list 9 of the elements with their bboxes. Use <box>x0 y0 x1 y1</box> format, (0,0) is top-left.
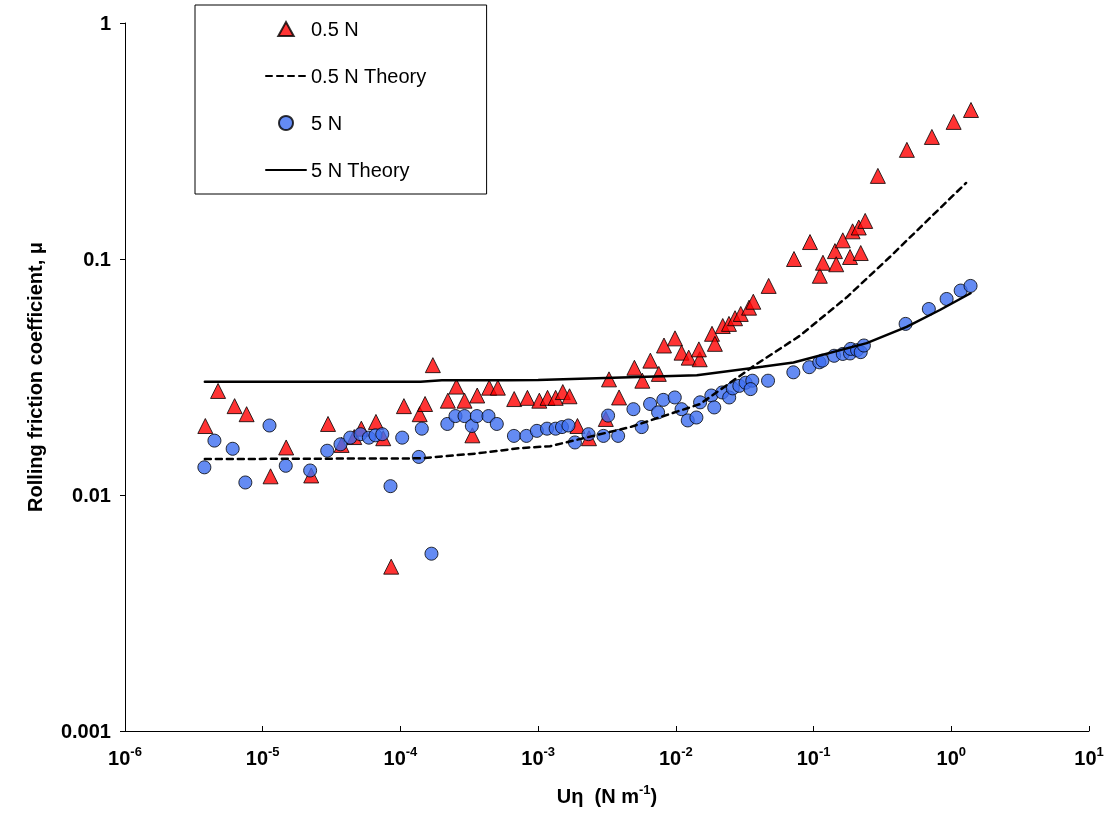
legend-label: 5 N Theory <box>311 159 410 181</box>
legend-label: 5 N <box>311 112 343 134</box>
legend-label: 0.5 N <box>311 18 359 40</box>
y-tick-label: 1 <box>99 12 111 34</box>
legend-label: 0.5 N Theory <box>311 65 427 87</box>
y-tick-label: 0.001 <box>60 720 111 742</box>
y-tick-label: 0.01 <box>72 484 111 506</box>
y-axis-title: Rolling friction coefficient, μ <box>24 241 46 513</box>
y-tick-label: 0.1 <box>83 248 111 270</box>
